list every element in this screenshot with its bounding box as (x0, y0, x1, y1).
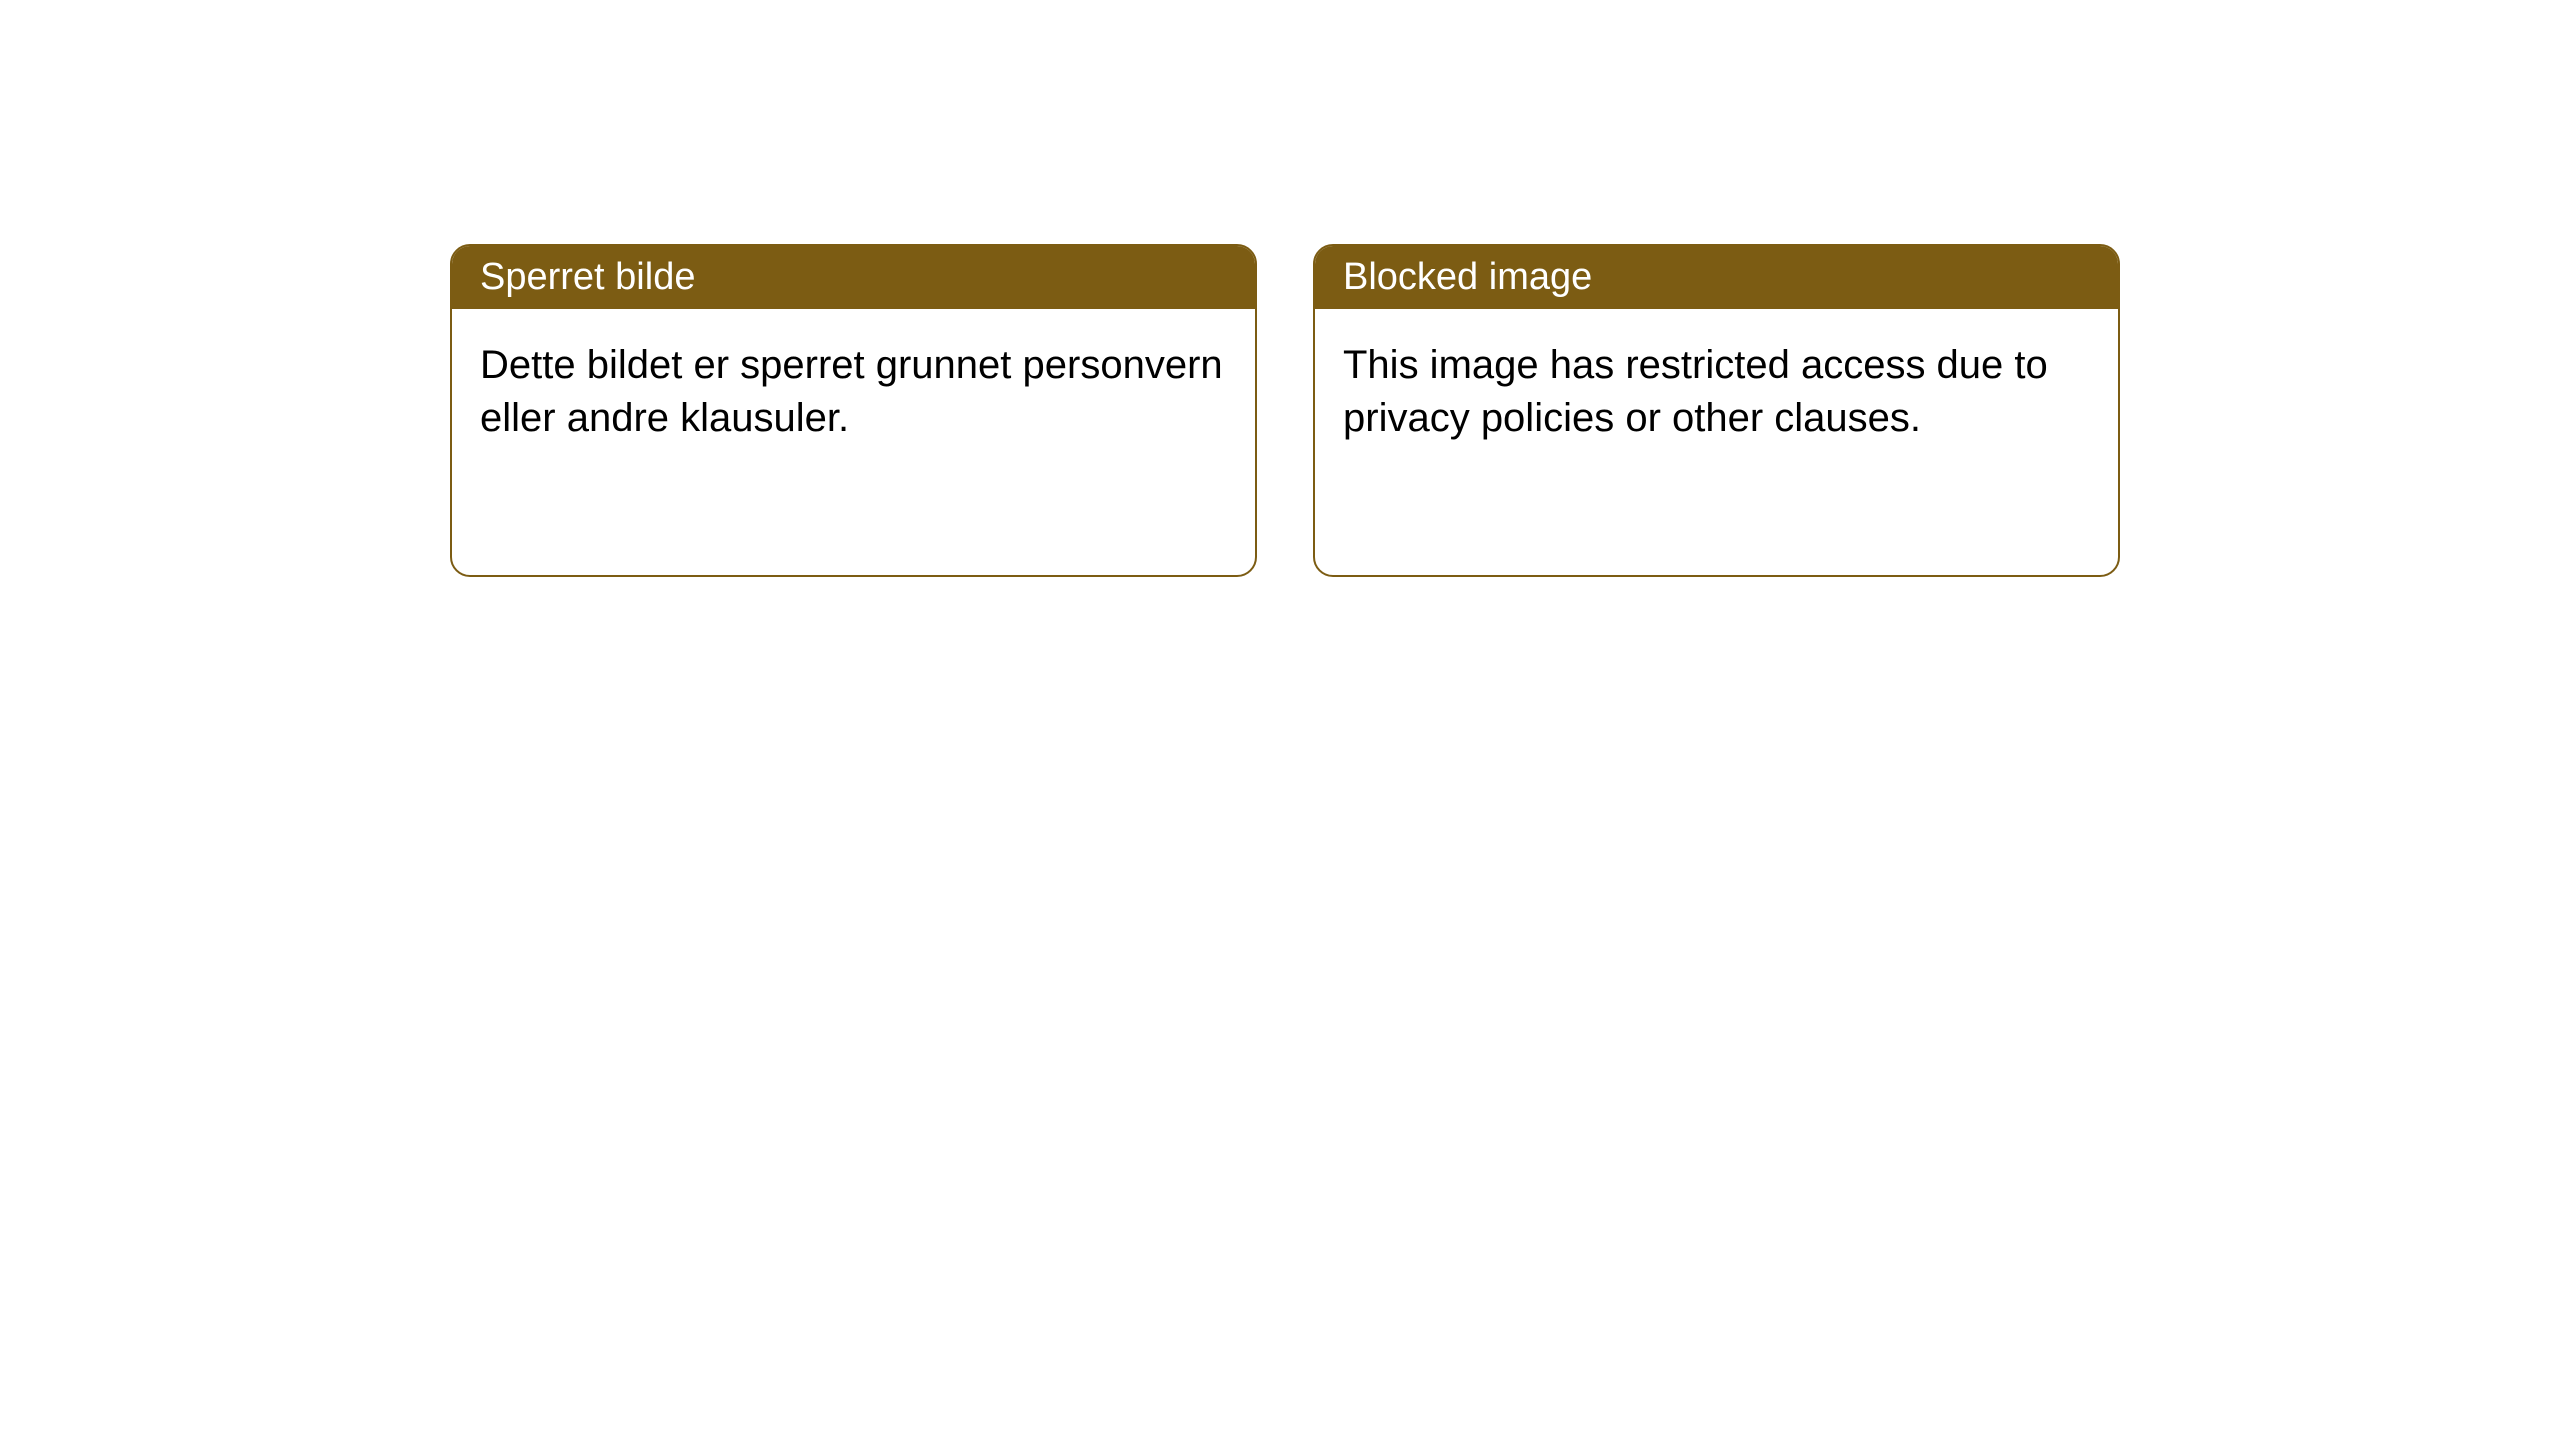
card-body-text: Dette bildet er sperret grunnet personve… (480, 343, 1223, 440)
card-header: Sperret bilde (452, 246, 1255, 309)
card-title: Blocked image (1343, 256, 1592, 298)
notice-card-norwegian: Sperret bilde Dette bildet er sperret gr… (450, 244, 1257, 577)
card-body: This image has restricted access due to … (1315, 309, 2118, 475)
notice-card-english: Blocked image This image has restricted … (1313, 244, 2120, 577)
card-title: Sperret bilde (480, 256, 695, 298)
card-body: Dette bildet er sperret grunnet personve… (452, 309, 1255, 475)
card-body-text: This image has restricted access due to … (1343, 343, 2048, 440)
notice-cards-container: Sperret bilde Dette bildet er sperret gr… (450, 244, 2560, 577)
card-header: Blocked image (1315, 246, 2118, 309)
